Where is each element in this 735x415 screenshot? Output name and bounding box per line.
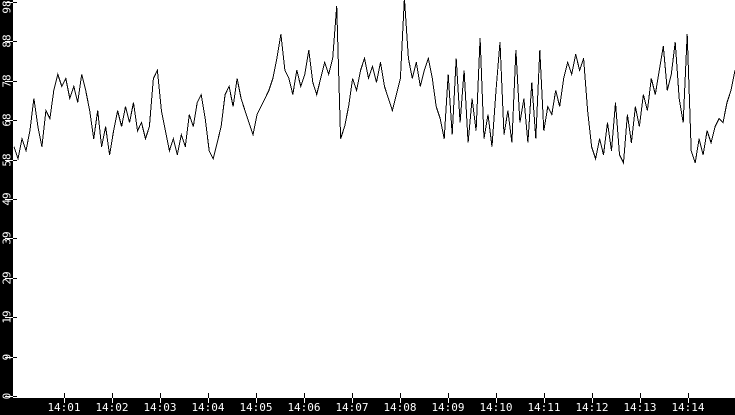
x-tick-label: 14:09	[431, 401, 465, 414]
y-tick-mark-inner	[5, 357, 13, 358]
x-tick-mark-inner	[64, 398, 65, 403]
x-tick-mark-inner	[160, 398, 161, 403]
x-tick-mark-inner	[400, 398, 401, 403]
x-tick-label: 14:05	[239, 401, 273, 414]
y-tick-mark-inner	[5, 41, 13, 42]
x-tick-label: 14:11	[527, 401, 561, 414]
x-tick-mark-inner	[208, 398, 209, 403]
x-tick-mark-outer	[112, 393, 113, 398]
y-tick-label: 9	[0, 353, 14, 361]
y-tick-mark-inner	[5, 199, 13, 200]
x-tick-mark-outer	[448, 393, 449, 398]
y-tick-mark-inner	[5, 160, 13, 161]
x-tick-label: 14:12	[575, 401, 609, 414]
x-tick-mark-inner	[592, 398, 593, 403]
series-line	[13, 0, 735, 165]
y-tick-mark-outer	[13, 199, 17, 200]
y-tick-label: 19	[0, 310, 14, 324]
y-tick-mark-outer	[13, 81, 17, 82]
y-tick-label: 58	[0, 153, 14, 167]
y-tick-mark-outer	[13, 160, 17, 161]
x-tick-label: 14:13	[623, 401, 657, 414]
y-tick-mark-outer	[13, 2, 17, 3]
x-tick-mark-inner	[496, 398, 497, 403]
x-tick-mark-outer	[496, 393, 497, 398]
x-tick-mark-outer	[64, 393, 65, 398]
x-tick-mark-outer	[352, 393, 353, 398]
x-tick-mark-inner	[112, 398, 113, 403]
y-tick-mark-outer	[13, 41, 17, 42]
x-tick-mark-inner	[544, 398, 545, 403]
x-tick-label: 14:06	[287, 401, 321, 414]
y-tick-mark-inner	[5, 120, 13, 121]
x-tick-mark-inner	[352, 398, 353, 403]
y-tick-label: 88	[0, 34, 14, 48]
x-tick-label: 14:02	[95, 401, 129, 414]
x-tick-label: 14:10	[479, 401, 513, 414]
x-tick-label: 14:07	[335, 401, 369, 414]
x-tick-mark-outer	[544, 393, 545, 398]
x-tick-mark-outer	[304, 393, 305, 398]
y-tick-mark-outer	[13, 120, 17, 121]
x-tick-mark-outer	[208, 393, 209, 398]
y-tick-mark-inner	[5, 2, 13, 3]
x-tick-label: 14:03	[143, 401, 177, 414]
y-tick-mark-inner	[5, 317, 13, 318]
y-tick-mark-outer	[13, 357, 17, 358]
y-tick-label: 49	[0, 192, 14, 206]
x-tick-mark-outer	[256, 393, 257, 398]
x-tick-label: 14:04	[191, 401, 225, 414]
x-tick-mark-outer	[400, 393, 401, 398]
y-tick-label: 39	[0, 231, 14, 245]
y-tick-label: 0	[0, 392, 14, 400]
y-tick-label: 68	[0, 113, 14, 127]
y-tick-mark-inner	[5, 278, 13, 279]
y-tick-mark-outer	[13, 396, 17, 397]
y-tick-mark-inner	[5, 396, 13, 397]
y-tick-mark-outer	[13, 278, 17, 279]
x-tick-label: 14:14	[671, 401, 705, 414]
x-tick-mark-outer	[160, 393, 161, 398]
y-tick-mark-outer	[13, 238, 17, 239]
y-tick-mark-inner	[5, 238, 13, 239]
y-tick-mark-inner	[5, 81, 13, 82]
y-tick-label: 98	[0, 0, 14, 14]
x-tick-mark-inner	[256, 398, 257, 403]
plot-area	[13, 0, 735, 165]
x-tick-mark-outer	[640, 393, 641, 398]
x-tick-mark-outer	[592, 393, 593, 398]
x-tick-mark-inner	[688, 398, 689, 403]
y-tick-label: 78	[0, 74, 14, 88]
x-tick-mark-inner	[304, 398, 305, 403]
x-tick-mark-outer	[688, 393, 689, 398]
x-tick-label: 14:08	[383, 401, 417, 414]
y-tick-label: 29	[0, 271, 14, 285]
y-tick-mark-outer	[13, 317, 17, 318]
x-tick-label: 14:01	[47, 401, 81, 414]
x-tick-mark-inner	[640, 398, 641, 403]
x-axis-bar	[0, 398, 735, 415]
x-tick-mark-inner	[448, 398, 449, 403]
